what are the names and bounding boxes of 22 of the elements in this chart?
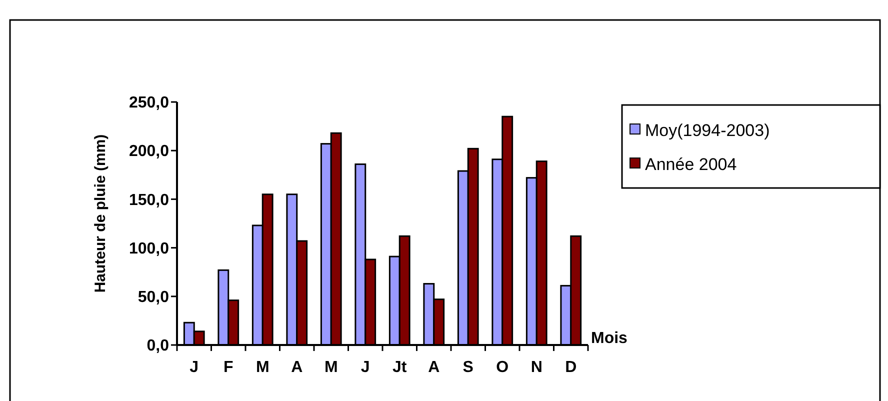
x-tick-label: J: [190, 359, 199, 376]
x-tick-label: N: [530, 359, 542, 376]
y-tick-label: 0,0: [146, 338, 170, 355]
x-tick-label: O: [496, 359, 509, 376]
x-axis-title: Mois: [591, 330, 628, 347]
x-tick-label: A: [291, 359, 304, 376]
legend-label: Moy(1994-2003): [645, 120, 770, 140]
x-tick-label: J: [360, 359, 370, 376]
x-tick-label: M: [324, 359, 338, 376]
legend-label: Année 2004: [645, 154, 737, 174]
x-tick-label: A: [428, 359, 440, 376]
x-tick-label: M: [256, 359, 270, 376]
y-tick-label: 200,0: [128, 143, 170, 160]
x-tick-label: S: [462, 359, 474, 376]
y-tick-label: 50,0: [138, 289, 170, 306]
x-tick-label: D: [565, 359, 577, 376]
x-tick-label: Jt: [392, 359, 408, 376]
y-tick-label: 150,0: [128, 192, 170, 209]
y-axis-title: Hauteur de pluie (mm): [92, 134, 109, 293]
y-tick-label: 100,0: [128, 240, 170, 258]
x-tick-label: F: [223, 359, 234, 376]
y-tick-label: 250,0: [128, 94, 170, 112]
